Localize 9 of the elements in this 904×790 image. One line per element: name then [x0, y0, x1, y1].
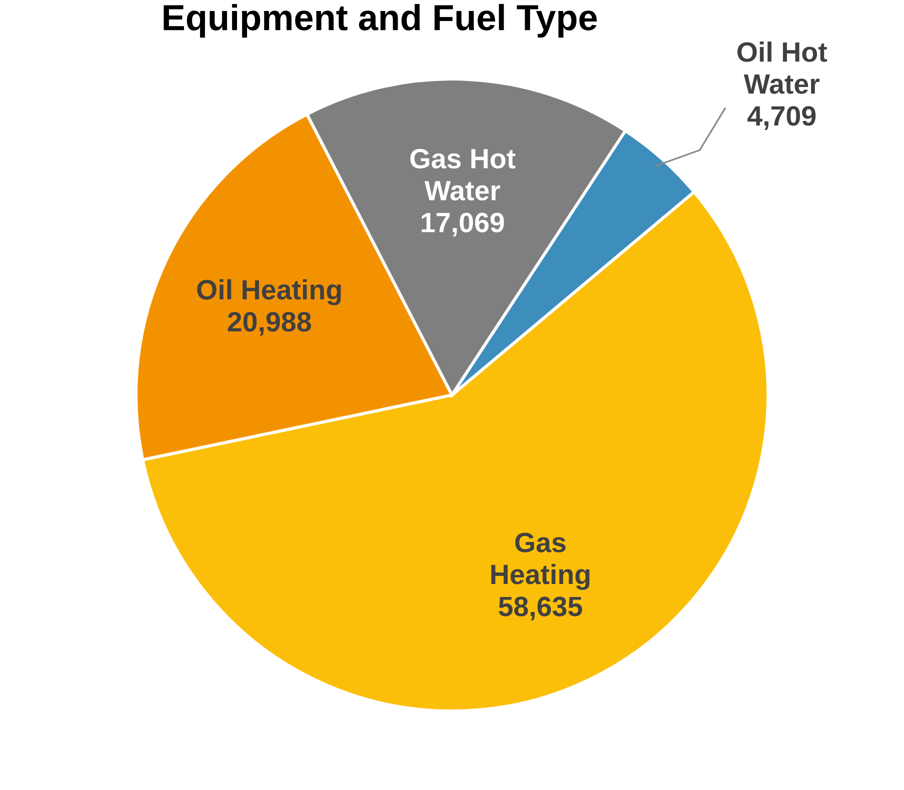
- slice-label: Oil Hot Water: [737, 42, 828, 94]
- data-label: 17,069: [422, 212, 504, 236]
- chart-title: Equipment and Fuel Type: [164, 4, 597, 38]
- data-label: 20,988: [228, 312, 311, 336]
- slice-label: Gas Heating: [491, 532, 590, 590]
- data-label: 58,635: [498, 596, 582, 620]
- slice-label: Oil Heating: [197, 279, 341, 306]
- data-label: 4,709: [748, 106, 816, 130]
- slice-label: Gas Hot Water: [410, 148, 516, 200]
